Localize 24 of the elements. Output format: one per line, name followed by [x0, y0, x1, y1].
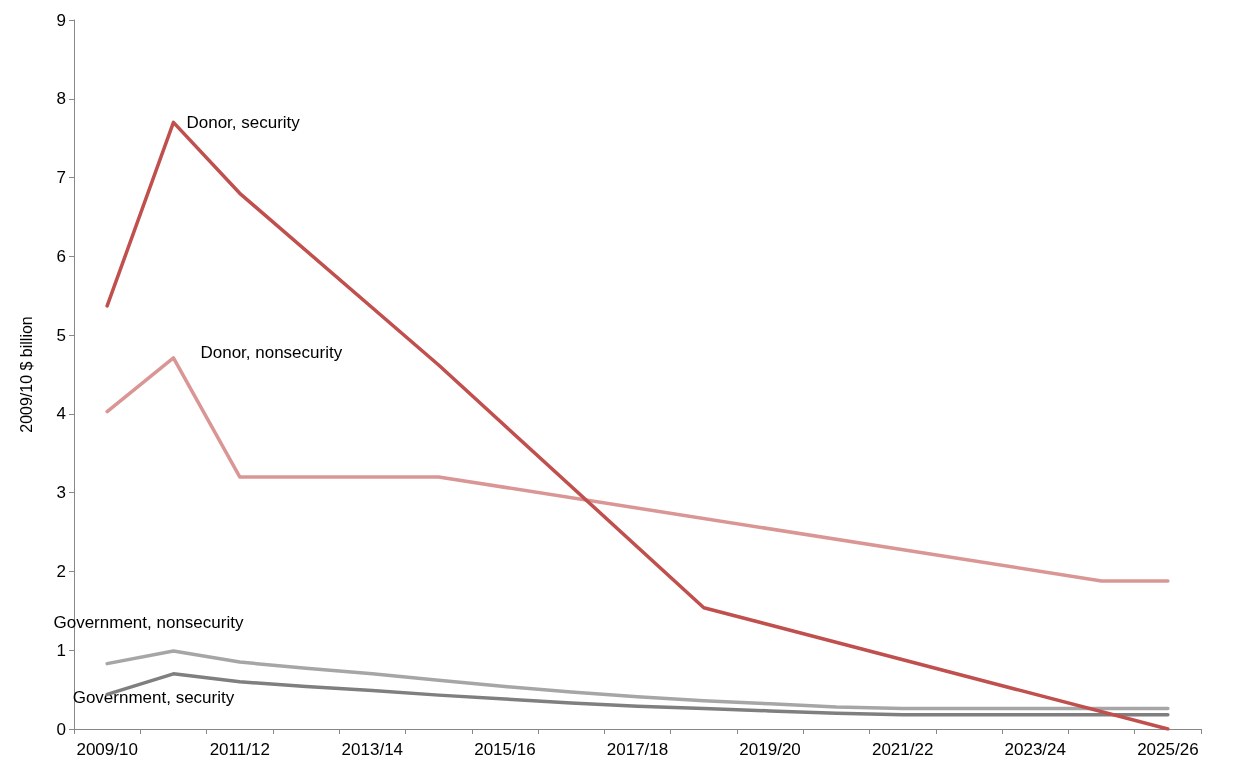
- x-tick-label: 2021/22: [871, 740, 934, 759]
- y-tick-label: 0: [56, 719, 66, 739]
- x-tick-label: 2019/20: [739, 740, 801, 759]
- y-tick-label: 8: [56, 89, 66, 109]
- series-label: Donor, security: [186, 112, 301, 132]
- y-tick-label: 2: [56, 561, 66, 581]
- y-tick-label: 1: [56, 640, 66, 660]
- x-tick-label: 2025/26: [1137, 740, 1199, 759]
- x-tick-label: 2015/16: [474, 740, 536, 759]
- series-label: Government, nonsecurity: [53, 613, 244, 633]
- series-label: Donor, nonsecurity: [200, 343, 343, 363]
- x-tick-label: 2011/12: [209, 740, 270, 759]
- x-tick-label: 2017/18: [606, 740, 669, 759]
- y-tick-label: 4: [56, 404, 66, 424]
- y-tick-label: 3: [56, 483, 66, 503]
- x-tick-label: 2013/14: [341, 740, 404, 759]
- y-tick-label: 7: [56, 168, 66, 188]
- x-tick-label: 2023/24: [1004, 740, 1066, 759]
- y-tick-label: 9: [56, 10, 66, 30]
- x-tick-label: 2009/10: [76, 740, 138, 759]
- series-label: Government, security: [72, 687, 235, 707]
- y-tick-label: 6: [56, 246, 66, 266]
- y-axis-title: 2009/10 $ billion: [17, 316, 35, 433]
- y-tick-label: 5: [56, 325, 66, 345]
